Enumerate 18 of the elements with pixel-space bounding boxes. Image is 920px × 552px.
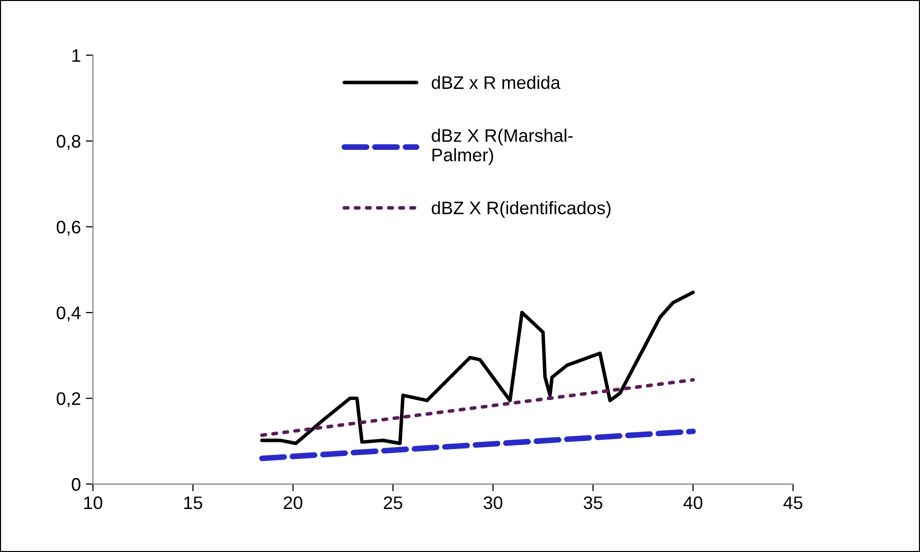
y-tick-label: 0,6 — [56, 220, 80, 236]
x-tick-label: 10 — [84, 496, 102, 510]
x-tick-label: 20 — [284, 496, 302, 510]
legend-label: dBz X R(Marshal-Palmer) — [432, 128, 573, 165]
x-tick-label: 15 — [184, 496, 202, 510]
y-tick-label: 0,4 — [56, 306, 81, 322]
x-tick-label: 40 — [683, 496, 702, 510]
legend-label: dBZ x R medida — [432, 76, 560, 89]
y-tick-label: 0,8 — [56, 134, 80, 150]
legend-label: dBZ X R(identificados) — [432, 201, 611, 218]
line-series — [260, 290, 695, 446]
x-tick-label: 35 — [584, 496, 602, 510]
y-tick-label: 0 — [72, 478, 80, 491]
y-tick-label: 0,2 — [56, 392, 80, 408]
x-tick-label: 30 — [484, 496, 502, 510]
x-tick-label: 45 — [783, 496, 802, 510]
x-tick-label: 25 — [384, 496, 402, 510]
y-tick-label: 1 — [72, 49, 80, 62]
